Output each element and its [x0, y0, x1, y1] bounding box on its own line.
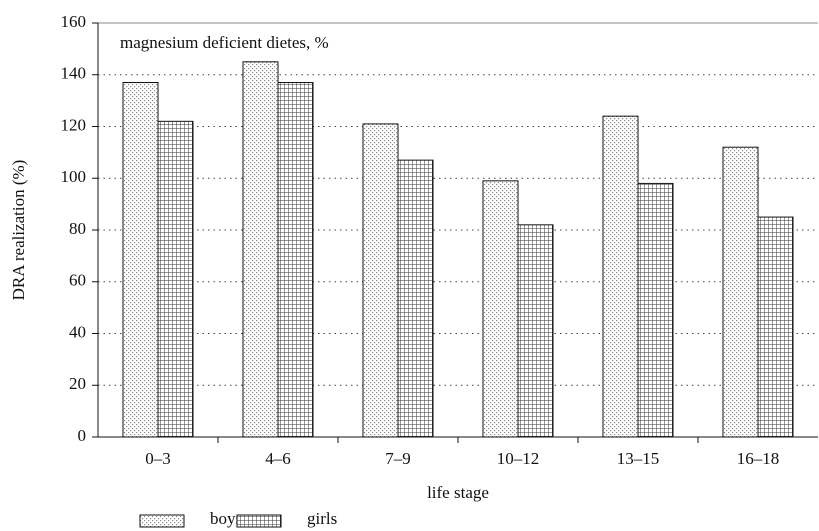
y-axis-label: DRA realization (%) — [9, 160, 28, 301]
y-tick-label: 120 — [61, 115, 87, 134]
legend-swatch — [236, 514, 282, 528]
bar — [517, 224, 554, 438]
x-tick-label: 16–18 — [737, 449, 780, 468]
legend-label: girls — [307, 509, 337, 528]
x-tick-label: 7–9 — [385, 449, 411, 468]
x-tick-label: 10–12 — [497, 449, 540, 468]
x-tick-label: 0–3 — [145, 449, 171, 468]
y-tick-label: 60 — [69, 271, 86, 290]
y-tick-label: 80 — [69, 219, 86, 238]
bar — [242, 61, 279, 438]
x-tick-label: 4–6 — [265, 449, 291, 468]
y-tick-label: 40 — [69, 322, 86, 341]
y-tick-label: 100 — [61, 167, 87, 186]
bar — [362, 123, 399, 438]
y-tick-label: 0 — [78, 426, 87, 445]
bar — [637, 182, 674, 438]
y-tick-label: 20 — [69, 374, 86, 393]
bar — [277, 82, 314, 438]
bar — [397, 159, 434, 438]
x-tick-label: 13–15 — [617, 449, 660, 468]
x-axis-label: life stage — [427, 483, 489, 502]
bar — [482, 180, 519, 438]
bar — [722, 146, 759, 438]
legend-label: boys — [210, 509, 242, 528]
legend-swatch — [139, 514, 185, 528]
bar — [602, 115, 639, 438]
bar — [157, 120, 194, 438]
y-tick-label: 160 — [61, 12, 87, 31]
bar — [122, 82, 159, 438]
annotation: magnesium deficient dietes, % — [120, 33, 329, 52]
bar — [757, 216, 794, 438]
y-tick-label: 140 — [61, 64, 87, 83]
